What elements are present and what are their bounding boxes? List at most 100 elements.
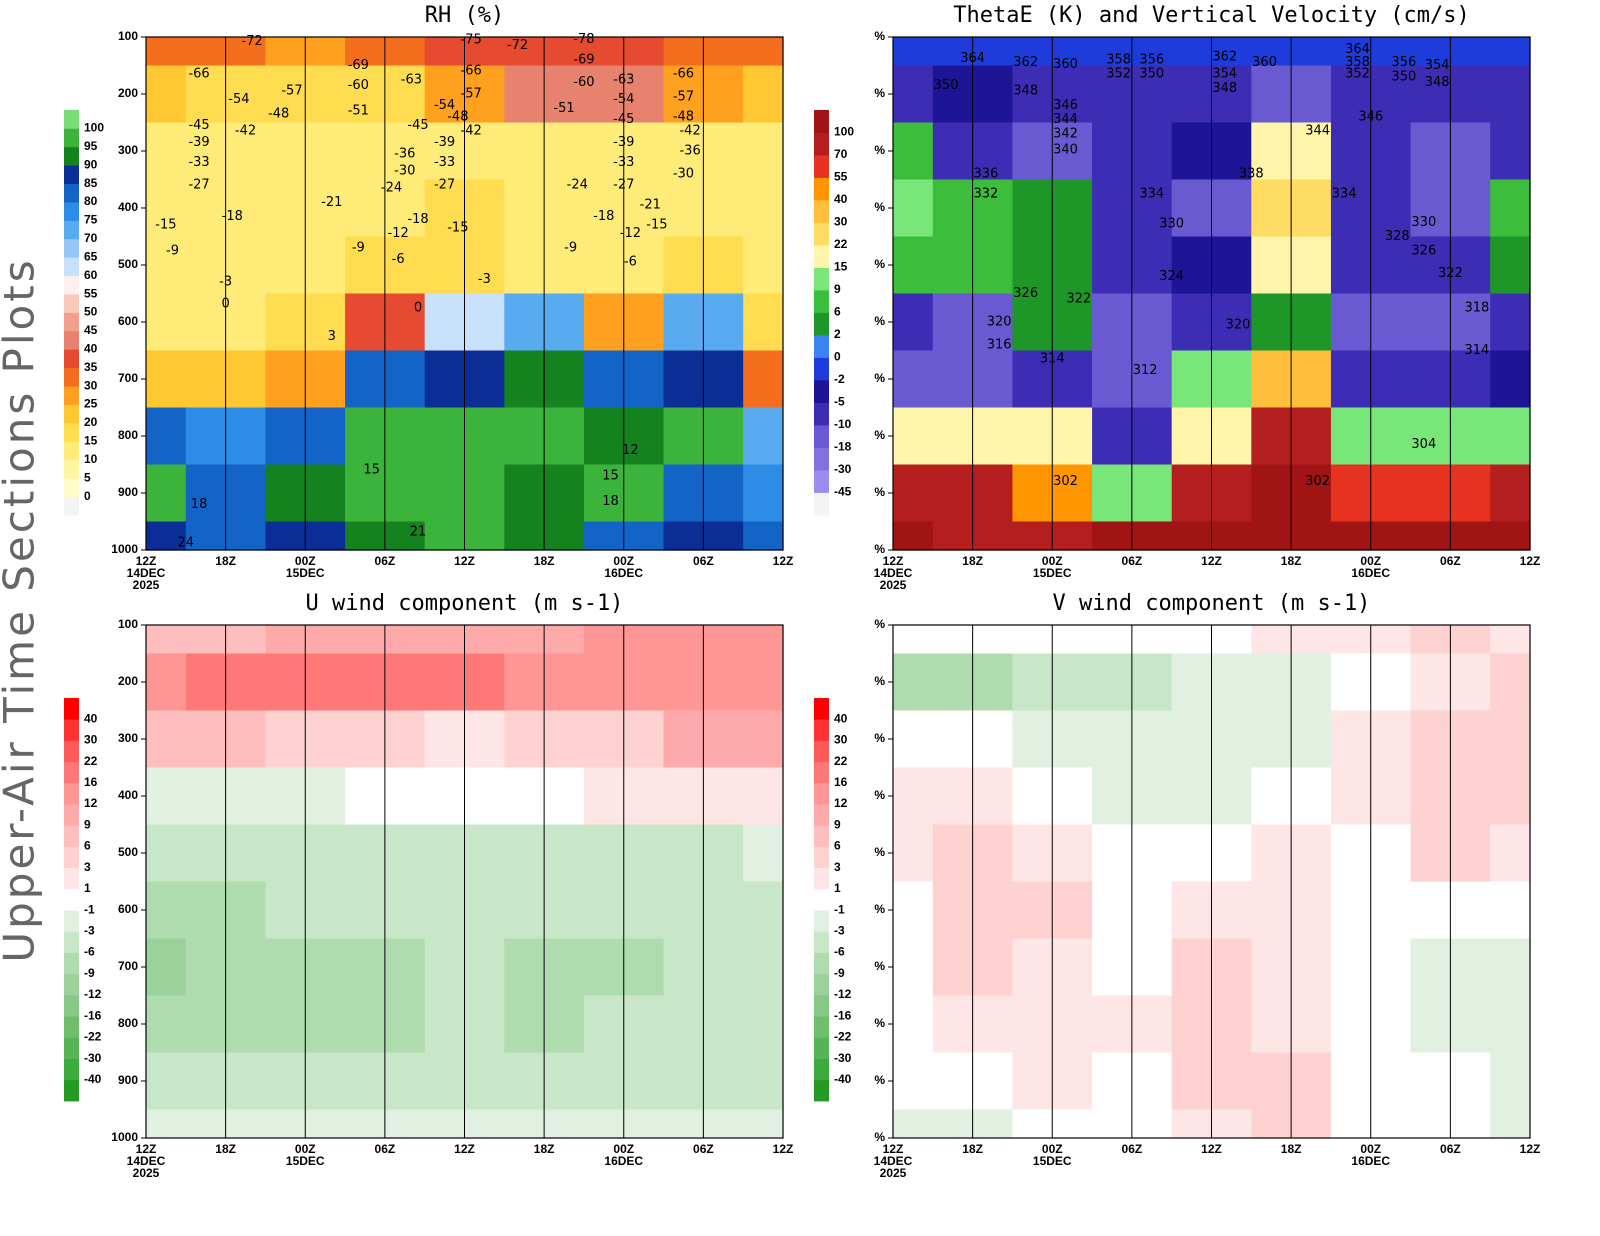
- field-cell: [893, 824, 934, 883]
- x-tick-label: 12Z: [1201, 1142, 1222, 1156]
- colorbar-label: 45: [84, 323, 98, 337]
- x-tick-label: 06Z: [1440, 554, 1461, 568]
- contour-label: 340: [1053, 142, 1078, 157]
- x-tick-label: 06Z: [1122, 1142, 1143, 1156]
- contour-label: -27: [613, 178, 634, 193]
- field-cell: [146, 625, 187, 655]
- x-tick-label: 18Z: [215, 1142, 236, 1156]
- contour-label: 344: [1053, 112, 1078, 127]
- contour-label: -69: [573, 52, 594, 67]
- plot-frame: [145, 36, 784, 551]
- contour-label: -42: [679, 124, 700, 139]
- x-year-label: 2025: [133, 578, 160, 592]
- contour-label: -57: [673, 89, 694, 104]
- colorbar-box: [64, 459, 79, 479]
- field-cell: [743, 625, 784, 655]
- colorbar-box: [814, 402, 829, 426]
- contour-label: 18: [191, 497, 208, 512]
- contour-label: -51: [348, 104, 369, 119]
- colorbar-box: [64, 1037, 79, 1059]
- field-cell: [743, 710, 784, 769]
- colorbar-label: -16: [834, 1008, 852, 1022]
- colorbar-box: [64, 1016, 79, 1038]
- x-year-label: 2025: [880, 1166, 907, 1180]
- colorbar-box: [64, 1058, 79, 1081]
- contour-label: 322: [1438, 266, 1463, 281]
- colorbar-box: [64, 825, 79, 847]
- x-date-label: 16DEC: [1351, 566, 1390, 580]
- colorbar-label: 22: [834, 754, 848, 768]
- colorbar-label: 30: [834, 215, 848, 229]
- colorbar-box: [64, 110, 79, 129]
- colorbar-label: -22: [84, 1030, 102, 1044]
- contour-label: -9: [166, 243, 179, 258]
- colorbar-box: [814, 740, 829, 763]
- colorbar-label: -12: [84, 987, 102, 1001]
- contour-label: 346: [1358, 109, 1383, 124]
- contour-label: 348: [1425, 75, 1450, 90]
- y-tick-label: 1000: [111, 1130, 138, 1144]
- field-cell: [146, 881, 187, 940]
- field-cell: [893, 653, 934, 712]
- x-tick-label: 06Z: [1122, 554, 1143, 568]
- colorbar-label: 60: [84, 268, 98, 282]
- colorbar-box: [64, 952, 79, 975]
- x-tick-label: 18Z: [215, 554, 236, 568]
- contour-label: 364: [960, 51, 985, 66]
- contour-label: 18: [602, 494, 619, 509]
- colorbar-box: [64, 719, 79, 741]
- field-cell: [743, 767, 784, 826]
- colorbar-label: 30: [834, 733, 848, 747]
- contour-label: -30: [673, 166, 694, 181]
- y-tick-label: %: [874, 143, 885, 157]
- colorbar-label: 90: [84, 157, 98, 171]
- contour-label: 326: [1411, 243, 1436, 258]
- x-date-label: 14DEC: [874, 1154, 913, 1168]
- field-cell: [893, 179, 934, 238]
- colorbar-box: [64, 496, 79, 516]
- colorbar-label: 15: [84, 434, 98, 448]
- contour-label: 332: [973, 186, 998, 201]
- x-tick-label: 06Z: [375, 554, 396, 568]
- contour-label: 356: [1392, 55, 1417, 70]
- colorbar-box: [64, 888, 79, 911]
- contour-label: 336: [973, 166, 998, 181]
- field-cell: [1490, 881, 1531, 940]
- x-date-label: 15DEC: [1033, 1154, 1072, 1168]
- colorbar-box: [64, 202, 79, 221]
- contour-label: -45: [188, 118, 209, 133]
- x-date-label: 14DEC: [127, 1154, 166, 1168]
- contour-label: -63: [401, 72, 422, 87]
- y-tick-label: %: [874, 1130, 885, 1144]
- colorbar-label: -9: [834, 966, 845, 980]
- x-date-label: 14DEC: [127, 566, 166, 580]
- colorbar-box: [64, 183, 79, 203]
- colorbar-label: 50: [84, 305, 98, 319]
- colorbar-label: 9: [834, 282, 841, 296]
- colorbar-label: 40: [84, 711, 98, 725]
- x-date-label: 16DEC: [1351, 1154, 1390, 1168]
- colorbar-label: 3: [834, 860, 841, 874]
- colorbar-label: -6: [834, 945, 845, 959]
- colorbar-label: -3: [84, 923, 95, 937]
- contour-label: -18: [407, 212, 428, 227]
- plot-frame: [145, 624, 784, 1139]
- y-tick-label: 700: [118, 371, 138, 385]
- colorbar-box: [64, 994, 79, 1017]
- colorbar-label: 40: [834, 192, 848, 206]
- contour-label: 316: [987, 337, 1012, 352]
- y-tick-label: 300: [118, 143, 138, 157]
- contour-label: 364: [1345, 42, 1370, 57]
- field-cell: [743, 1109, 784, 1139]
- contour-label: 330: [1411, 215, 1436, 230]
- colorbar-label: 16: [84, 775, 98, 789]
- colorbar-box: [64, 367, 79, 387]
- y-tick-label: %: [874, 1073, 885, 1087]
- x-year-label: 2025: [880, 578, 907, 592]
- field-cell: [1490, 37, 1531, 67]
- field-cell: [893, 938, 934, 997]
- field-cell: [743, 407, 784, 466]
- contour-label: 326: [1013, 286, 1038, 301]
- colorbar-box: [64, 220, 79, 240]
